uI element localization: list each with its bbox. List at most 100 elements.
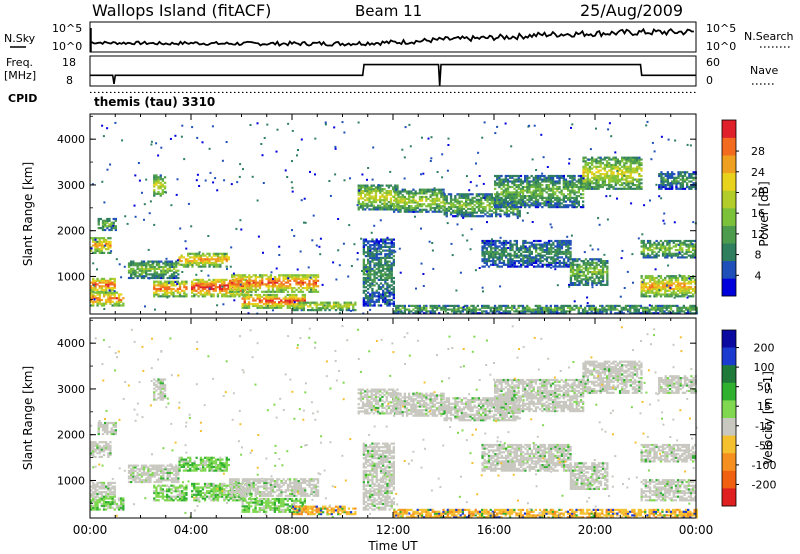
echo-cell (569, 189, 572, 192)
echo-cell (610, 185, 613, 189)
echo-cell (311, 307, 314, 310)
echo-cell (385, 202, 388, 205)
echo-cell (564, 206, 568, 209)
echo-cell (443, 207, 446, 210)
echo-cell (685, 256, 688, 259)
echo-cell (214, 254, 218, 257)
echo-cell (273, 301, 276, 304)
echo-cell (661, 284, 665, 287)
echo-cell (511, 182, 514, 185)
echo-cell (532, 247, 536, 250)
echo-cell (449, 200, 453, 203)
echo-cell (509, 256, 512, 259)
echo-cell (388, 249, 391, 252)
echo-cell (256, 281, 260, 284)
echo-cell (322, 301, 325, 304)
echo-cell (517, 191, 520, 194)
echo-cell (130, 264, 133, 267)
echo-cell (341, 309, 344, 312)
echo-cell (382, 273, 385, 276)
echo-cell (161, 284, 164, 287)
echo-cell (241, 283, 245, 286)
echo-cell (384, 271, 387, 274)
echo-cell (685, 243, 688, 246)
echo-cell (528, 191, 531, 194)
echo-cell (189, 263, 192, 266)
echo-cell (539, 265, 542, 268)
echo-cell (509, 258, 512, 261)
echo-cell (627, 171, 630, 174)
echo-cell (551, 174, 555, 178)
echo-cell (256, 304, 259, 307)
echo-cell (670, 278, 673, 281)
echo-cell (638, 163, 641, 167)
echo-cell (681, 291, 684, 294)
echo-cell (603, 173, 607, 176)
echo-cell (364, 300, 368, 303)
echo-cell (304, 277, 307, 280)
echo-cell (498, 245, 501, 248)
echo-cell (369, 255, 372, 258)
echo-cell (576, 260, 579, 263)
echo-cell (175, 264, 178, 267)
echo-cell (694, 254, 697, 257)
echo-cell (256, 295, 259, 298)
echo-cell (247, 306, 251, 309)
echo-cell (493, 312, 497, 315)
echo-cell (539, 182, 542, 185)
echo-cell (111, 277, 114, 280)
echo-cell (369, 267, 372, 270)
echo-cell (412, 304, 415, 307)
echo-cell (683, 256, 686, 259)
echo-cell (687, 280, 690, 283)
echo-cell (227, 256, 230, 259)
echo-cell (304, 301, 308, 304)
echo-cell (657, 284, 660, 287)
echo-cell (308, 279, 311, 282)
echo-cell (431, 312, 434, 315)
echo-cell (308, 276, 311, 279)
echo-cell (379, 293, 383, 296)
echo-cell (556, 206, 559, 209)
echo-cell (157, 282, 160, 285)
echo-cell (233, 283, 236, 286)
echo-cell (260, 295, 264, 298)
echo-cell (571, 178, 574, 181)
echo-cell (134, 262, 137, 265)
echo-cell (571, 182, 574, 185)
echo-cell (106, 225, 109, 228)
echo-cell (153, 265, 156, 269)
echo-cell (582, 267, 585, 270)
echo-cell (618, 178, 622, 181)
echo-cell (393, 195, 396, 199)
echo-cell (102, 302, 106, 305)
echo-cell (664, 291, 667, 294)
echo-cell (389, 201, 393, 204)
echo-cell (492, 254, 495, 257)
echo-cell (530, 184, 533, 187)
echo-cell (480, 206, 483, 209)
echo-cell (539, 254, 542, 257)
echo-cell (601, 184, 604, 187)
echo-cell (449, 196, 453, 199)
echo-cell (657, 275, 660, 278)
echo-cell (403, 308, 406, 311)
echo-cell (528, 200, 531, 203)
echo-cell (623, 158, 626, 161)
echo-cell (241, 277, 245, 280)
echo-cell (475, 202, 478, 205)
echo-cell (212, 258, 215, 261)
echo-cell (438, 312, 441, 315)
echo-cell (545, 263, 549, 266)
echo-cell (560, 252, 564, 255)
echo-cell (433, 190, 437, 193)
echo-cell (394, 191, 397, 194)
echo-cell (309, 301, 312, 304)
echo-cell (488, 193, 491, 196)
echo-cell (109, 279, 112, 282)
echo-cell (633, 178, 637, 181)
echo-cell (664, 178, 667, 181)
echo-cell (526, 241, 529, 244)
echo-cell (377, 287, 380, 291)
echo-cell (386, 295, 389, 298)
